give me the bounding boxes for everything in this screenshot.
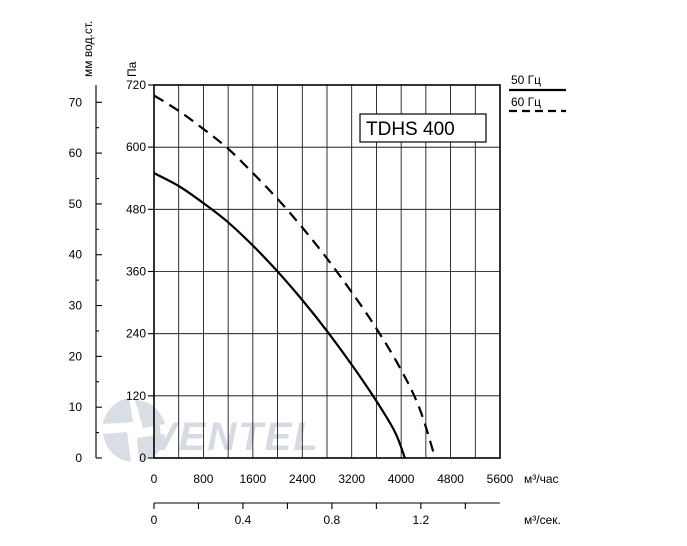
pa-tick-label: 120 [126,389,146,403]
flow-hour-tick-label: 2400 [289,472,316,486]
x-axis-hour-unit: м³/час [524,472,559,486]
mm-tick-label: 30 [69,299,83,313]
curve-60hz [153,94,437,459]
flow-hour-tick-label: 1600 [240,472,267,486]
y-axis-pa-unit: Па [125,61,139,77]
flow-hour-tick-label: 5600 [487,472,514,486]
mm-tick-label: 20 [69,349,83,363]
pa-tick-label: 0 [139,451,146,465]
pa-tick-label: 600 [126,140,146,154]
ventel-watermark: VENTEL [103,398,320,462]
y-axis-mm-unit: мм вод.ст. [81,21,95,77]
flow-sec-tick-label: 1.2 [412,513,429,527]
x-axis-sec-unit: м³/сек. [524,513,561,527]
flow-hour-tick-label: 4800 [437,472,464,486]
mm-tick-label: 10 [69,400,83,414]
mm-tick-label: 0 [75,451,82,465]
pa-tick-label: 720 [126,78,146,92]
mm-tick-label: 60 [69,146,83,160]
curve-50hz [153,172,406,459]
flow-sec-tick-label: 0 [151,513,158,527]
legend: 50 Гц 60 Гц [509,73,566,113]
mm-tick-label: 40 [69,248,83,262]
flow-hour-tick-label: 0 [151,472,158,486]
legend-label-60hz: 60 Гц [511,95,541,109]
legend-label-50hz: 50 Гц [511,73,541,87]
pa-tick-label: 360 [126,265,146,279]
flow-hour-tick-label: 800 [193,472,213,486]
pa-tick-label: 240 [126,327,146,341]
flow-sec-tick-label: 0.4 [235,513,252,527]
pa-tick-label: 480 [126,202,146,216]
mm-tick-label: 50 [69,197,83,211]
flow-hour-tick-label: 3200 [338,472,365,486]
flow-hour-tick-label: 4000 [388,472,415,486]
model-label-box [359,113,487,143]
svg-text:VENTEL: VENTEL [150,415,320,459]
model-label: TDHS 400 [366,119,455,140]
mm-tick-label: 70 [69,95,83,109]
flow-sec-tick-label: 0.8 [324,513,341,527]
